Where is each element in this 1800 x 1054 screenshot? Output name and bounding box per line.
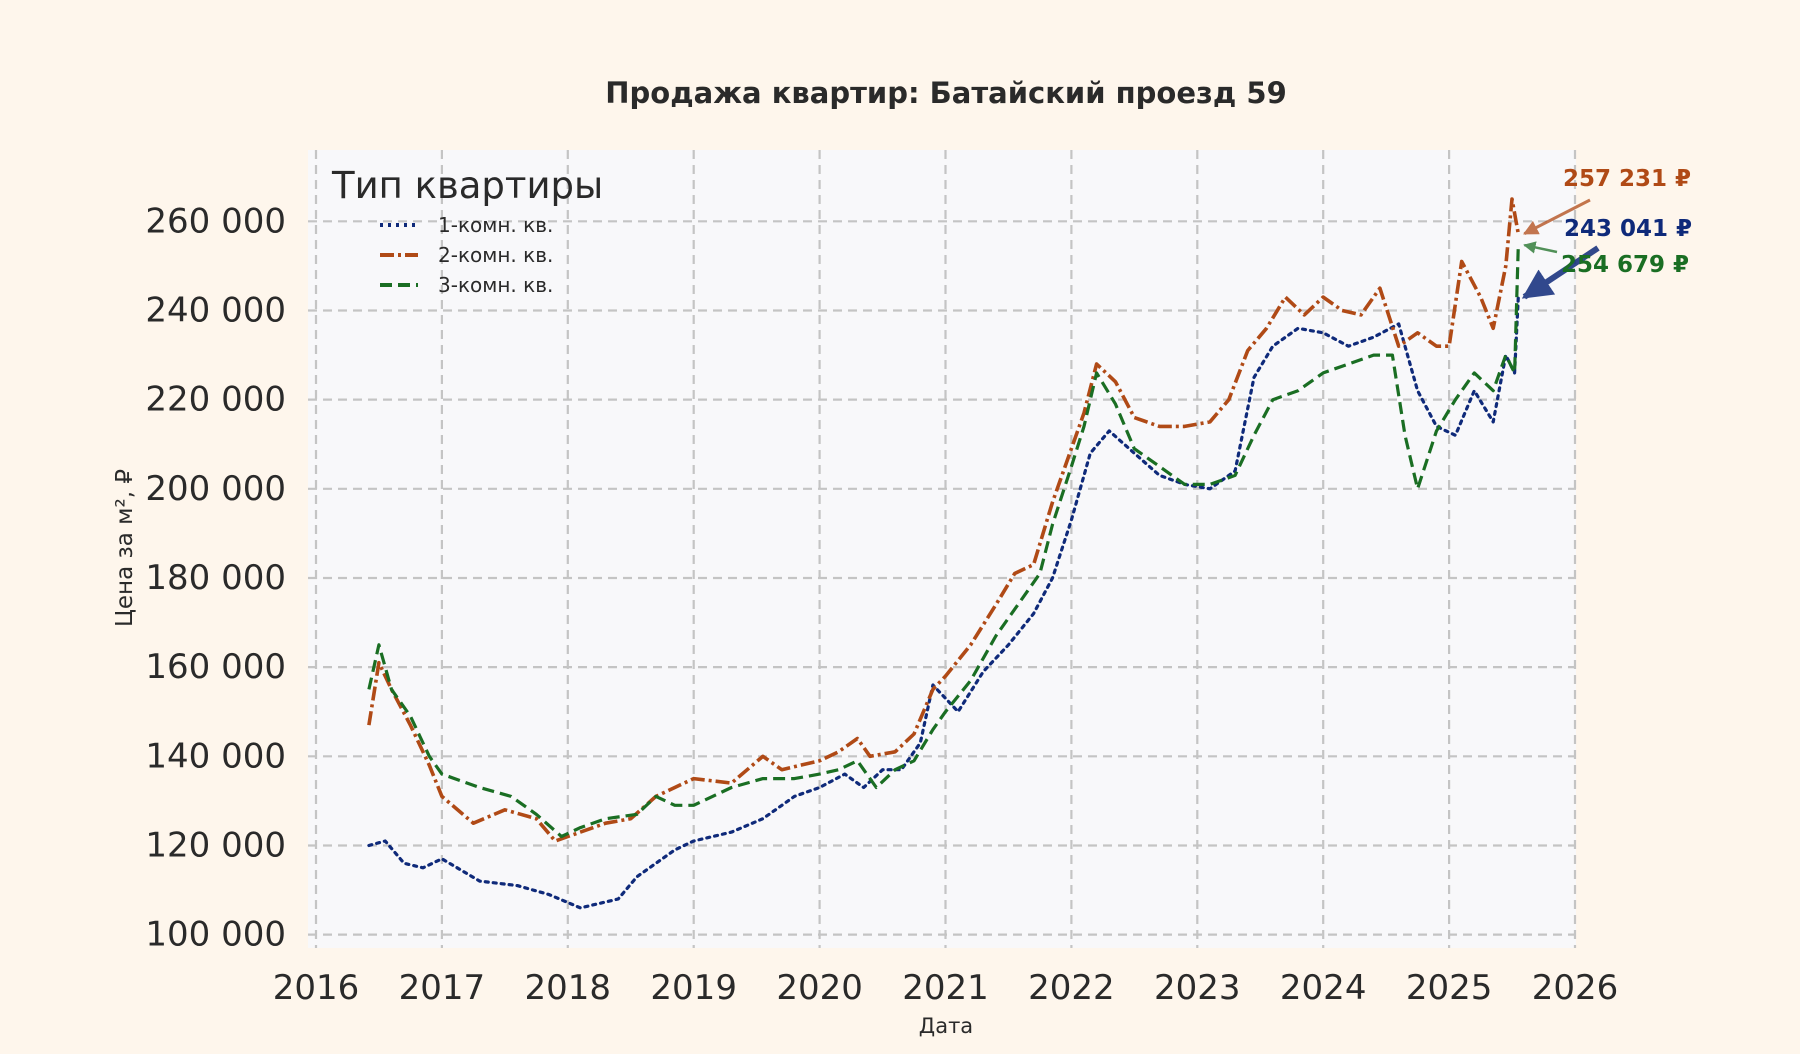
chart-title: Продажа квартир: Батайский проезд 59 bbox=[605, 76, 1287, 110]
series-lines bbox=[367, 197, 1521, 910]
y-axis-label: Цена за м², ₽ bbox=[112, 469, 138, 627]
x-tick-label: 2024 bbox=[1280, 968, 1367, 1008]
x-tick-label: 2021 bbox=[902, 968, 989, 1008]
y-tick-label: 160 000 bbox=[145, 647, 286, 687]
x-tick-label: 2016 bbox=[273, 968, 360, 1008]
series-line-1 bbox=[367, 295, 1520, 910]
grid bbox=[308, 150, 1577, 948]
series-line-3 bbox=[367, 245, 1520, 839]
legend-items: 1-комн. кв. 2-комн. кв. 3-комн. кв. bbox=[380, 213, 553, 297]
legend-label-2: 2-комн. кв. bbox=[438, 243, 553, 267]
x-tick-label: 2020 bbox=[776, 968, 863, 1008]
annotation-arrow-1 bbox=[1521, 245, 1600, 300]
series-line-2 bbox=[367, 197, 1521, 843]
end-annotations: 243 041 ₽ 257 231 ₽ 254 679 ₽ bbox=[1521, 166, 1692, 300]
y-tick-label: 180 000 bbox=[145, 558, 286, 598]
y-tick-label: 240 000 bbox=[145, 290, 286, 330]
annotation-label-1: 243 041 ₽ bbox=[1564, 216, 1692, 242]
x-tick-label: 2022 bbox=[1028, 968, 1115, 1008]
plot-area bbox=[308, 150, 1576, 948]
x-tick-label: 2018 bbox=[525, 968, 612, 1008]
legend-label-3: 3-комн. кв. bbox=[438, 273, 553, 297]
y-tick-label: 200 000 bbox=[145, 469, 286, 509]
annotation-arrow-3 bbox=[1523, 241, 1558, 254]
legend: Тип квартиры 1-комн. кв. 2-комн. кв. 3-ком… bbox=[331, 164, 603, 297]
annotation-label-2: 257 231 ₽ bbox=[1563, 166, 1691, 192]
y-tick-label: 140 000 bbox=[145, 736, 286, 776]
x-tick-label: 2023 bbox=[1154, 968, 1241, 1008]
y-tick-label: 260 000 bbox=[145, 201, 286, 241]
legend-title: Тип квартиры bbox=[331, 164, 603, 207]
x-tick-label: 2025 bbox=[1406, 968, 1493, 1008]
y-tick-label: 220 000 bbox=[145, 380, 286, 420]
x-axis-ticks: 2016 2017 2018 2019 2020 2021 2022 2023 2024 2025… bbox=[273, 968, 1619, 1008]
x-tick-label: 2019 bbox=[650, 968, 737, 1008]
y-tick-label: 120 000 bbox=[145, 825, 286, 865]
x-tick-label: 2026 bbox=[1532, 968, 1619, 1008]
x-axis-label: Дата bbox=[919, 1014, 973, 1038]
y-tick-label: 100 000 bbox=[145, 915, 286, 955]
annotation-label-3: 254 679 ₽ bbox=[1561, 252, 1689, 278]
annotation-arrow-2 bbox=[1523, 198, 1591, 236]
x-tick-label: 2017 bbox=[399, 968, 486, 1008]
legend-label-1: 1-комн. кв. bbox=[438, 213, 553, 237]
y-axis-ticks: 100 000 120 000 140 000 160 000 180 000 200 0… bbox=[145, 201, 286, 954]
